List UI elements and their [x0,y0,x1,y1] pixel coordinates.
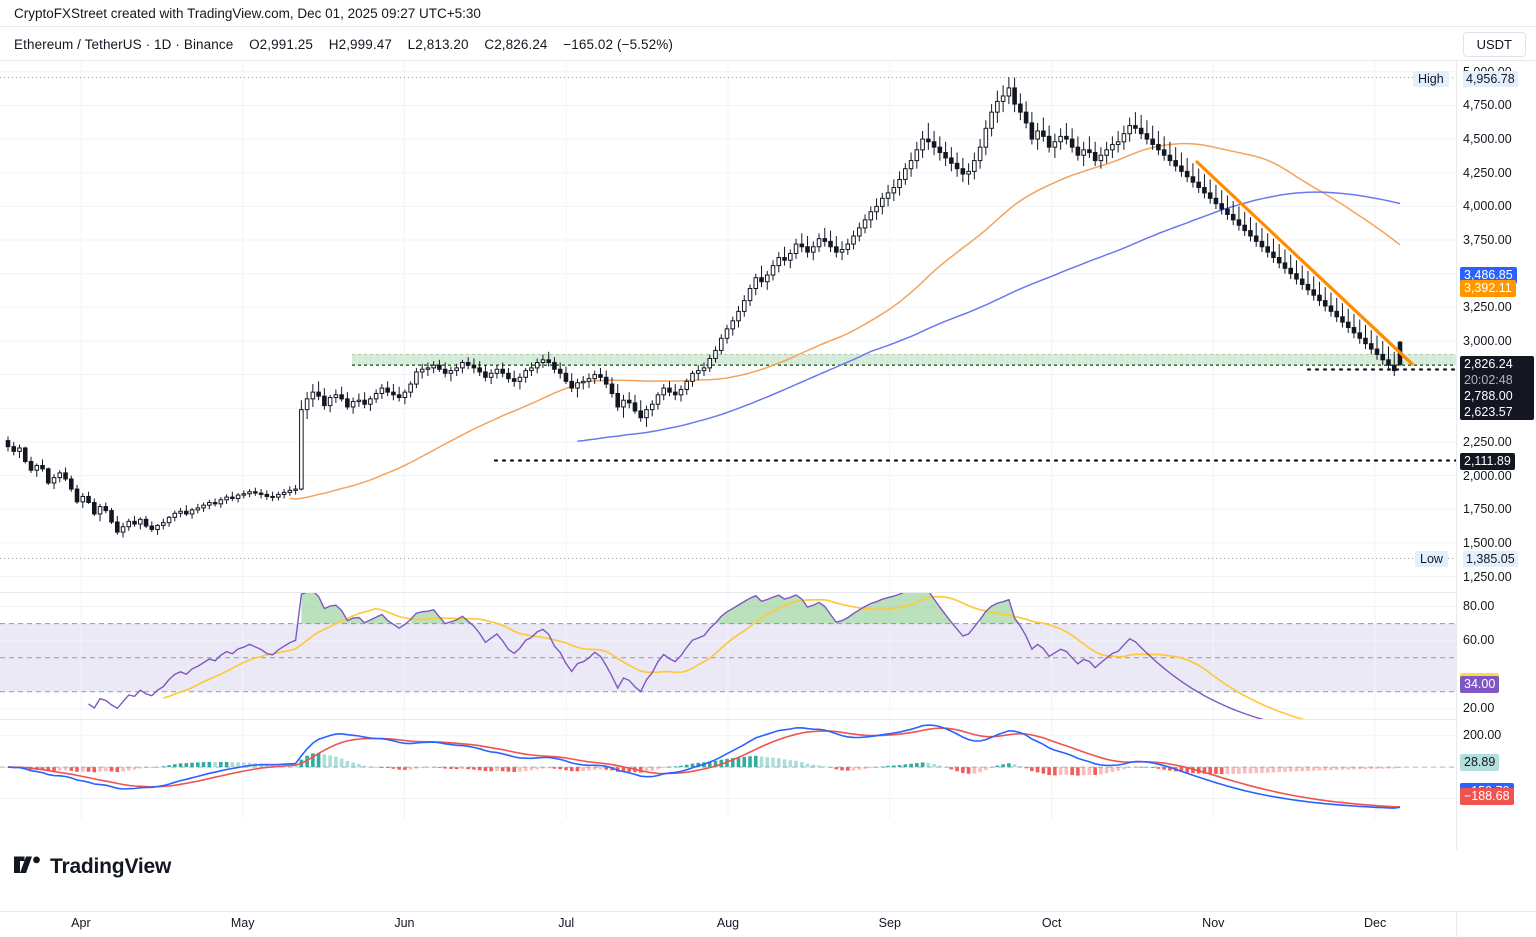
macd-plot[interactable] [0,720,1456,819]
price-tick-475000: 4,750.00 [1463,98,1512,113]
time-tick-may: May [230,916,255,930]
time-tick-sep: Sep [878,916,901,930]
attribution-bar: CryptoFXStreet created with TradingView.… [0,0,1536,27]
tradingview-wordmark: TradingView [50,855,172,878]
ohlc-low: L2,813.20 [407,36,469,52]
chart-frame: 5,000.004,750.004,500.004,250.004,000.00… [0,61,1536,937]
price-tick-175000: 1,750.00 [1463,502,1512,517]
price-tick-425000: 4,250.00 [1463,165,1512,180]
time-tick-oct: Oct [1041,916,1062,930]
ma-orange-price-badge[interactable]: 3,392.11 [1460,280,1516,298]
exchange-label[interactable]: Binance [183,36,234,52]
macd-signal-badge[interactable]: −188.68 [1460,787,1514,805]
ohlc-close: C2,826.24 [484,36,548,52]
time-tick-aug: Aug [716,916,740,930]
price-tick-125000: 1,250.00 [1463,569,1512,584]
price-tick-200000: 2,000.00 [1463,468,1512,483]
price-tick-325000: 3,250.00 [1463,300,1512,315]
price-tick-150000: 1,500.00 [1463,535,1512,550]
rsi-plot[interactable] [0,593,1456,719]
rsi-value-badge[interactable]: 34.00 [1460,675,1500,693]
price-tick-225000: 2,250.00 [1463,434,1512,449]
time-tick-jul: Jul [558,916,575,930]
quote-currency-button[interactable]: USDT [1462,32,1526,57]
rsi-pane[interactable] [0,592,1456,719]
price-tick-300000: 3,000.00 [1463,333,1512,348]
time-tick-nov: Nov [1202,916,1225,930]
ohlc-high: H2,999.47 [328,36,392,52]
high-marker-tag: High [1413,70,1449,87]
ohlc-change: −165.02 (−5.52%) [563,36,673,52]
support-level-2788: 2,788.00 [1464,389,1513,404]
support-level-2623: 2,623.57 [1464,405,1513,420]
chart-legend-row: Ethereum / TetherUS · 1D · Binance O2,99… [0,28,1536,61]
macd-pane[interactable] [0,719,1456,819]
axis-corner [1456,911,1536,937]
symbol-name[interactable]: Ethereum / TetherUS [14,36,142,52]
interval-label[interactable]: 1D [154,36,172,52]
legend-separator-1: · [145,36,151,52]
legend-separator-2: · [175,36,180,52]
symbol-ohlc-legend[interactable]: Ethereum / TetherUS · 1D · Binance O2,99… [14,37,673,52]
rsi-tick-8000: 80.00 [1463,598,1495,613]
tradingview-logo: TradingView [14,855,171,879]
time-tick-apr: Apr [71,916,91,930]
price-plot[interactable] [0,61,1456,590]
high-marker-value: 4,956.78 [1463,70,1518,87]
bar-countdown: 20:02:48 [1464,373,1513,388]
last-price-box[interactable]: 2,826.24 20:02:48 2,788.00 2,623.57 [1460,356,1534,421]
time-tick-jun: Jun [394,916,415,930]
time-axis[interactable]: Apr May Jun Jul Aug Sep Oct Nov Dec [0,911,1456,937]
support-level-2111-badge[interactable]: 2,111.89 [1460,452,1515,470]
ohlc-open: O2,991.25 [249,36,314,52]
last-price-value: 2,826.24 [1464,357,1513,372]
macd-hist-badge[interactable]: 28.89 [1460,753,1500,771]
rsi-tick-2000: 20.00 [1463,700,1495,715]
rsi-tick-6000: 60.00 [1463,632,1495,647]
price-tick-400000: 4,000.00 [1463,199,1512,214]
low-marker-tag: Low [1415,551,1448,568]
attribution-text: CryptoFXStreet created with TradingView.… [14,5,481,21]
price-pane[interactable] [0,61,1456,590]
tradingview-mark-icon [14,856,40,873]
macd-tick-200: 200.00 [1463,727,1502,742]
price-scale[interactable]: 5,000.004,750.004,500.004,250.004,000.00… [1413,61,1536,850]
low-marker-value: 1,385.05 [1463,551,1518,568]
price-tick-450000: 4,500.00 [1463,132,1512,147]
time-tick-dec: Dec [1363,916,1387,930]
price-tick-375000: 3,750.00 [1463,233,1512,248]
